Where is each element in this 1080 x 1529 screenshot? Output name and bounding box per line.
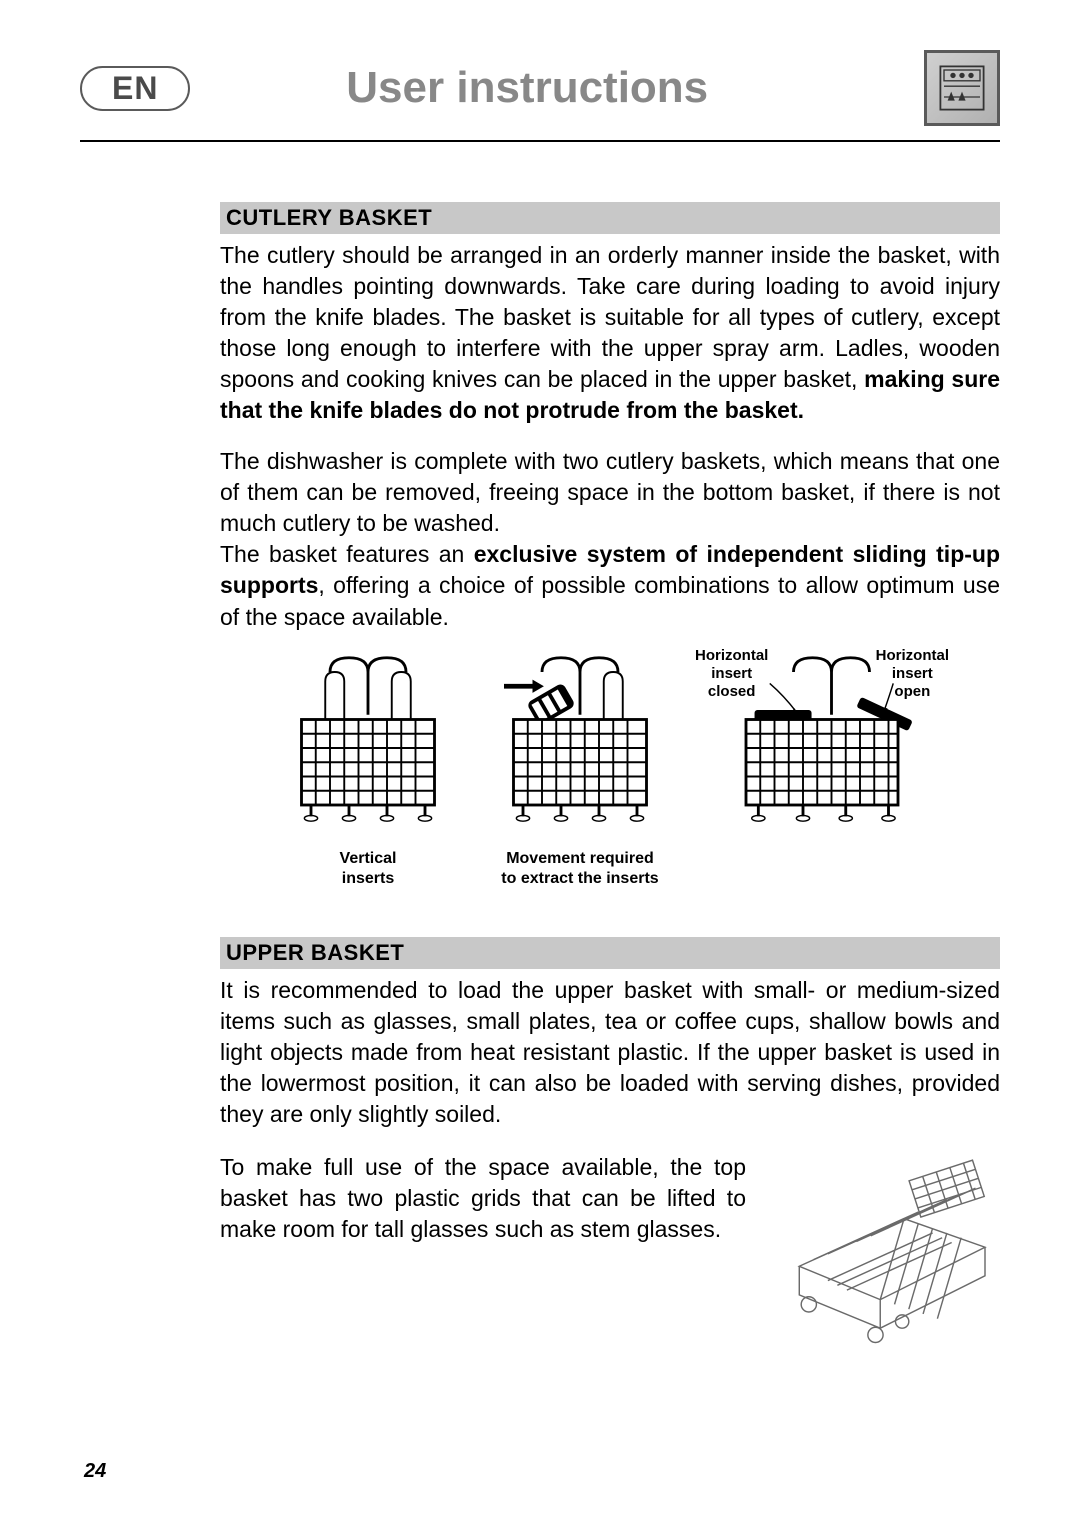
cutlery-para-2: The dishwasher is complete with two cutl… — [220, 446, 1000, 632]
manual-page: EN User instructions CUTLERY BASKET The … — [0, 0, 1080, 1529]
upper-para-1: It is recommended to load the upper bask… — [220, 975, 1000, 1130]
section-heading-upper: UPPER BASKET — [220, 937, 1000, 969]
figure-vertical-inserts: Vertical inserts — [273, 653, 463, 889]
text: The dishwasher is complete with two cutl… — [220, 448, 1000, 536]
cutlery-para-1: The cutlery should be arranged in an ord… — [220, 240, 1000, 426]
text: The basket features an — [220, 541, 474, 567]
figure-movement: Movement required to extract the inserts — [485, 653, 675, 889]
header-rule — [80, 140, 1000, 142]
upper-para-2: To make full use of the space available,… — [220, 1152, 746, 1245]
figure-horizontal-inserts: Horizontal insert closed Horizontal inse… — [697, 653, 947, 843]
figure-caption: Movement required to extract the inserts — [501, 849, 658, 889]
upper-basket-illustration — [770, 1152, 1000, 1352]
basket-illustration-2 — [485, 653, 675, 843]
basket-illustration-1 — [273, 653, 463, 843]
label-open: Horizontal insert open — [876, 647, 949, 701]
page-number: 24 — [84, 1460, 106, 1483]
page-title: User instructions — [130, 63, 924, 113]
label-closed: Horizontal insert closed — [695, 647, 768, 701]
section-heading-cutlery: CUTLERY BASKET — [220, 202, 1000, 234]
text: , offering a choice of possible combinat… — [220, 572, 1000, 629]
content-area: CUTLERY BASKET The cutlery should be arr… — [220, 202, 1000, 1352]
cutlery-figures: Vertical inserts — [220, 653, 1000, 889]
upper-para-2-row: To make full use of the space available,… — [220, 1152, 1000, 1352]
figure-caption: Vertical inserts — [340, 849, 397, 889]
page-header: EN User instructions — [80, 50, 1000, 126]
dishwasher-icon — [924, 50, 1000, 126]
